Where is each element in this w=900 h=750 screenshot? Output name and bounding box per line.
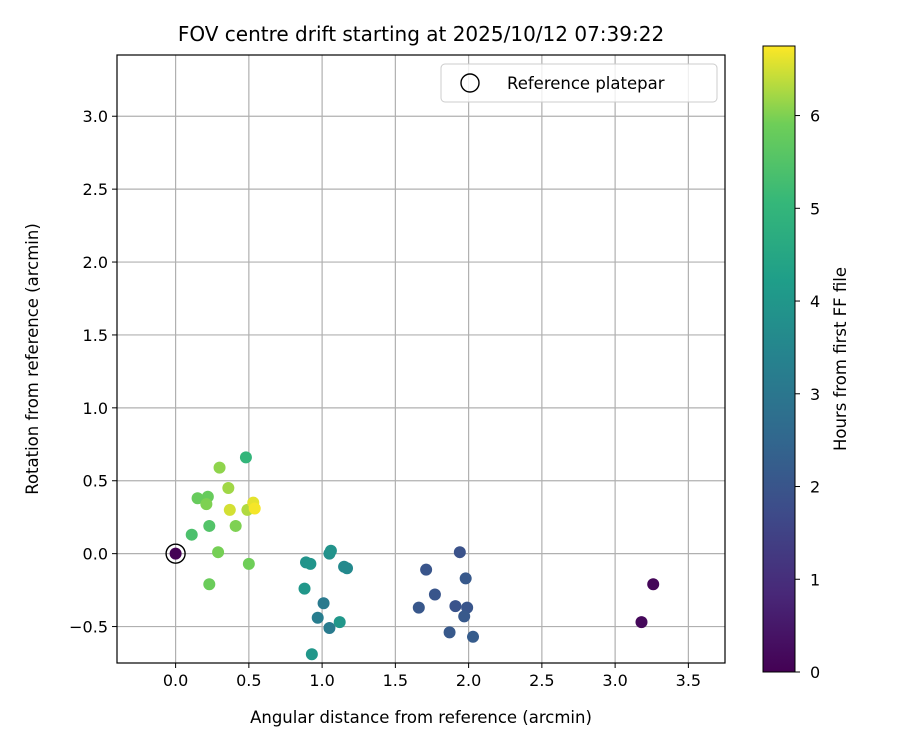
data-point <box>304 557 317 570</box>
data-point <box>239 451 252 464</box>
y-axis-ticks: −0.5 0.0 0.5 1.0 1.5 2.0 2.5 3.0 <box>69 107 117 637</box>
data-point <box>311 611 324 624</box>
colorbar-ticks: 0 1 2 3 4 5 6 <box>795 107 820 682</box>
x-axis-title: Angular distance from reference (arcmin) <box>250 708 592 727</box>
data-points <box>169 451 660 661</box>
data-point <box>420 563 433 576</box>
data-point <box>229 519 242 532</box>
plot-frame <box>116 54 726 664</box>
colorbar-tick-label: 5 <box>810 199 820 218</box>
data-point <box>635 616 648 629</box>
x-tick-label: 2.5 <box>529 671 554 690</box>
data-point <box>200 498 213 511</box>
colorbar-label: Hours from first FF file <box>831 267 850 451</box>
data-point <box>453 546 466 559</box>
data-point <box>412 601 425 614</box>
legend-box <box>440 63 718 103</box>
reference-marker <box>165 543 186 564</box>
reference-point <box>165 543 186 564</box>
colorbar-tick-label: 1 <box>810 570 820 589</box>
data-point <box>341 562 354 575</box>
colorbar-tick-label: 4 <box>810 292 820 311</box>
x-tick-label: 2.0 <box>456 671 481 690</box>
x-tick-label: 3.0 <box>602 671 627 690</box>
data-point <box>317 597 330 610</box>
x-tick-label: 1.5 <box>383 671 408 690</box>
data-point <box>458 610 471 623</box>
data-point <box>203 519 216 532</box>
grid <box>117 55 725 663</box>
chart-title: FOV centre drift starting at 2025/10/12 … <box>178 22 664 46</box>
data-point <box>305 648 318 661</box>
data-point <box>298 582 311 595</box>
data-point <box>428 588 441 601</box>
y-tick-label: 1.0 <box>83 399 108 418</box>
x-tick-label: 1.0 <box>309 671 334 690</box>
data-point <box>212 546 225 559</box>
colorbar <box>762 45 796 673</box>
legend: Reference platepar <box>440 63 718 103</box>
data-point <box>248 502 261 515</box>
data-point <box>467 630 480 643</box>
x-tick-label: 0.5 <box>236 671 261 690</box>
y-tick-label: 2.0 <box>83 253 108 272</box>
colorbar-tick-label: 2 <box>810 478 820 497</box>
y-tick-label: 0.0 <box>83 545 108 564</box>
legend-label: Reference platepar <box>507 74 665 93</box>
data-point <box>185 528 198 541</box>
data-point <box>323 622 336 635</box>
data-point <box>449 600 462 613</box>
colorbar-tick-label: 0 <box>810 663 820 682</box>
data-point <box>223 503 236 516</box>
data-point <box>443 626 456 639</box>
x-axis-ticks: 0.0 0.5 1.0 1.5 2.0 2.5 3.0 3.5 <box>163 663 701 690</box>
data-point <box>242 557 255 570</box>
y-tick-label: 0.5 <box>83 472 108 491</box>
data-point <box>222 482 235 495</box>
x-tick-label: 3.5 <box>676 671 701 690</box>
colorbar-tick-label: 3 <box>810 385 820 404</box>
y-tick-label: −0.5 <box>69 618 108 637</box>
data-point <box>333 616 346 629</box>
data-point <box>459 572 472 585</box>
y-tick-label: 2.5 <box>83 180 108 199</box>
x-tick-label: 0.0 <box>163 671 188 690</box>
data-point <box>647 578 660 591</box>
data-point <box>203 578 216 591</box>
colorbar-tick-label: 6 <box>810 107 820 126</box>
data-point <box>324 544 337 557</box>
y-tick-label: 1.5 <box>83 326 108 345</box>
y-axis-title: Rotation from reference (arcmin) <box>23 223 42 495</box>
y-tick-label: 3.0 <box>83 107 108 126</box>
data-point <box>191 492 204 505</box>
data-point <box>213 461 226 474</box>
legend-open-circle-icon <box>460 73 480 93</box>
data-point <box>169 547 182 560</box>
